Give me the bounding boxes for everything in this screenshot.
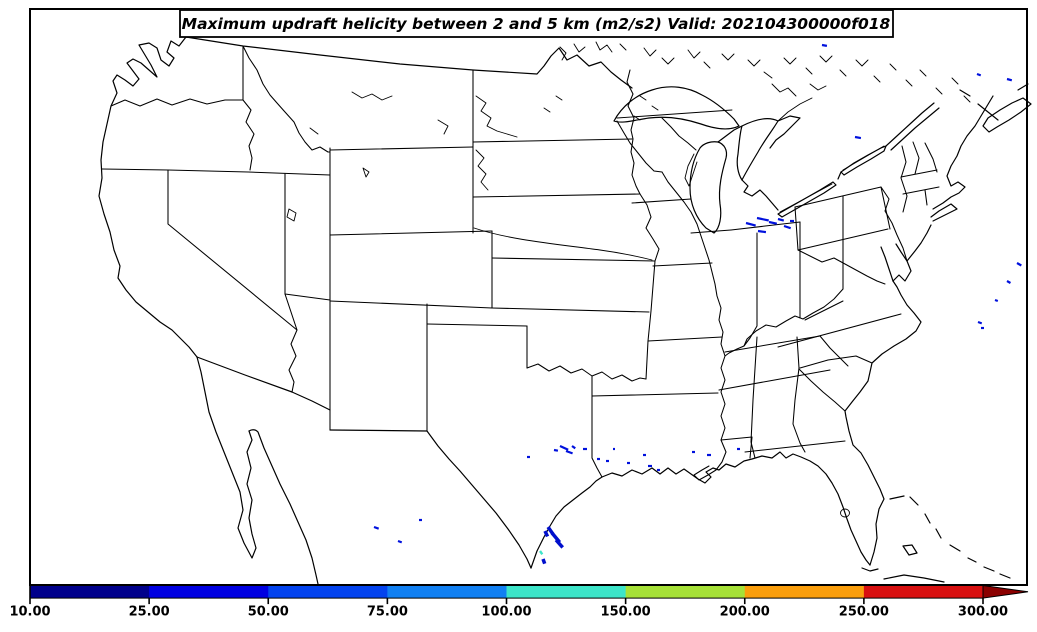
colorbar: 10.00 25.00 50.00 75.00 100.00 150.00 200.00 25… (9, 579, 1029, 620)
colorbar-tick-label: 75.00 (367, 605, 408, 620)
updraft-streak (783, 224, 791, 230)
updraft-helicity-streaks (373, 43, 1022, 565)
updraft-streak (565, 449, 573, 455)
great-lakes (613, 86, 940, 234)
updraft-streak (554, 538, 564, 549)
updraft-streak (756, 216, 769, 222)
updraft-streak (757, 229, 767, 234)
colorbar-segment (863, 585, 984, 599)
updraft-streak (994, 298, 999, 303)
updraft-streak (1006, 280, 1012, 284)
colorbar-segment (744, 585, 865, 599)
colorbar-segment (506, 585, 627, 599)
updraft-streak (745, 221, 756, 227)
updraft-streak (539, 550, 544, 555)
hydrography-details (286, 41, 1032, 583)
updraft-streak (854, 135, 862, 140)
updraft-streak (373, 525, 380, 530)
updraft-streak (541, 558, 547, 565)
colorbar-tick-label: 10.00 (9, 605, 50, 620)
colorbar-segment (268, 585, 388, 599)
colorbar-over-arrow (982, 584, 1029, 599)
coastline-paths (98, 36, 994, 585)
colorbar-tick-label: 50.00 (248, 605, 289, 620)
title-group: Maximum updraft helicity between 2 and 5… (179, 9, 894, 38)
updraft-streak (777, 217, 785, 222)
map-frame (29, 8, 1028, 586)
colorbar-tick-label: 25.00 (129, 605, 170, 620)
colorbar-tick-label: 100.00 (481, 605, 531, 620)
updraft-streak (543, 530, 550, 538)
colorbar-segment (625, 585, 746, 599)
colorbar-segment (30, 585, 150, 599)
updraft-streak (1016, 262, 1022, 267)
map-title: Maximum updraft helicity between 2 and 5… (182, 15, 891, 33)
updraft-streak (397, 539, 403, 544)
updraft-streak (976, 72, 982, 77)
colorbar-tick-label: 300.00 (958, 605, 1008, 620)
updraft-streak (821, 43, 828, 47)
updraft-streak (977, 320, 983, 325)
colorbar-tick-label: 150.00 (601, 605, 651, 620)
colorbar-tick-label: 250.00 (839, 605, 889, 620)
updraft-streak (571, 445, 576, 450)
colorbar-segment (149, 585, 269, 599)
colorbar-tick-label: 200.00 (720, 605, 770, 620)
colorbar-segment (387, 585, 507, 599)
state-border-paths (101, 45, 940, 481)
updraft-streak (559, 445, 569, 451)
updraft-streak (1006, 77, 1013, 82)
updraft-streak (768, 220, 778, 225)
updraft-streak (553, 448, 559, 452)
title-box (179, 9, 894, 38)
